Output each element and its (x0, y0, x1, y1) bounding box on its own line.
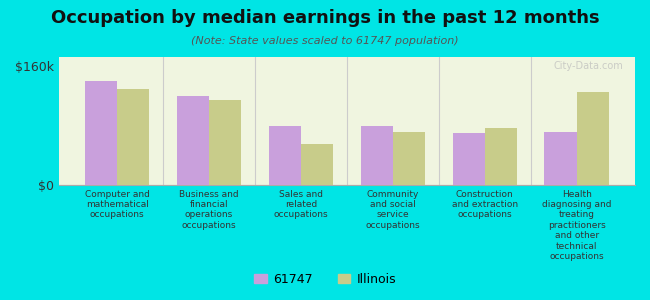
Bar (177, 96, 209, 185)
Bar (485, 128, 517, 185)
Bar (545, 131, 577, 185)
Text: Occupation by median earnings in the past 12 months: Occupation by median earnings in the pas… (51, 9, 599, 27)
Bar (361, 126, 393, 185)
Legend: 61747, Illinois: 61747, Illinois (249, 268, 401, 291)
Bar (577, 92, 609, 185)
Bar (209, 100, 241, 185)
Bar (393, 131, 425, 185)
Bar (452, 133, 485, 185)
Bar (85, 81, 117, 185)
Text: (Note: State values scaled to 61747 population): (Note: State values scaled to 61747 popu… (191, 36, 459, 46)
Text: City-Data.com: City-Data.com (554, 61, 623, 71)
Bar (269, 126, 301, 185)
Bar (117, 88, 150, 185)
Bar (301, 144, 333, 185)
